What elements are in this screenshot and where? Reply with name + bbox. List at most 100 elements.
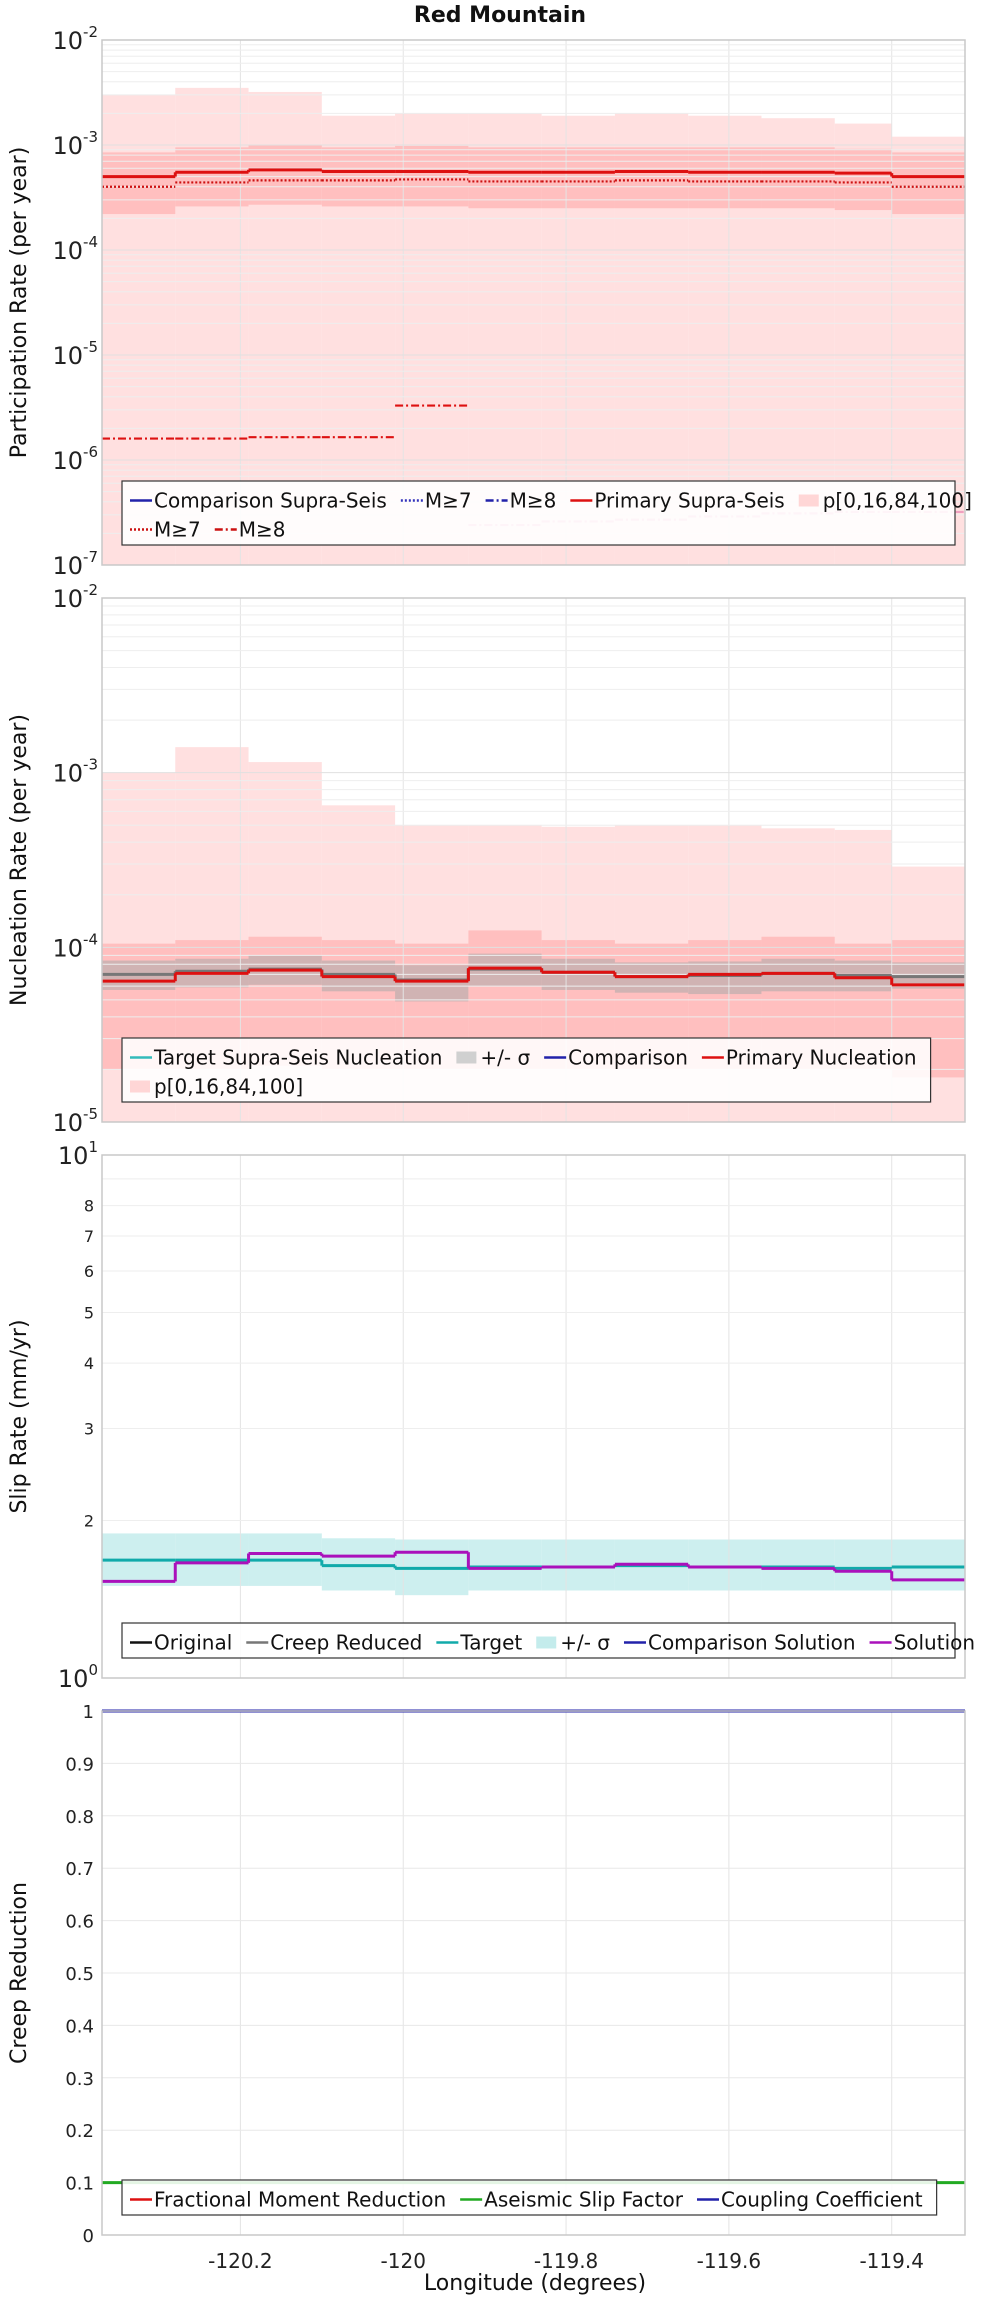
gridlines	[102, 1155, 965, 1679]
legend: Comparison Supra-Seis M≥7 M≥8 Primary Supra…	[121, 480, 972, 546]
legend: Original Creep Reduced Target +/- σ Comparis…	[121, 1622, 975, 1659]
y-tick-label: 10-2	[52, 23, 98, 55]
legend-label: Primary Supra-Seis	[594, 489, 784, 513]
band-segment	[688, 147, 762, 209]
legend: Target Supra-Seis Nucleation +/- σ Compari…	[121, 1037, 932, 1103]
legend-label: p[0,16,84,100]	[154, 1075, 303, 1099]
legend-swatch	[798, 494, 819, 507]
y-minor-tick-label: 2	[84, 1512, 94, 1531]
legend-swatch	[536, 1636, 557, 1649]
legend-label: M≥7	[425, 489, 472, 513]
y-minor-tick-label: 5	[84, 1303, 94, 1322]
legend-label: p[0,16,84,100]	[823, 489, 972, 513]
x-tick-label: -120.2	[208, 2249, 272, 2273]
x-tick-label: -119.6	[697, 2249, 761, 2273]
y-tick-label: 0.9	[65, 1754, 94, 1775]
legend-label: Comparison Supra-Seis	[154, 489, 387, 513]
x-tick-label: -119.8	[534, 2249, 598, 2273]
legend-label: Target Supra-Seis Nucleation	[153, 1046, 442, 1070]
legend-box	[121, 480, 956, 546]
band-segment	[541, 147, 615, 209]
band-segment	[891, 1539, 965, 1591]
legend-label: Aseismic Slip Factor	[484, 2188, 684, 2212]
legend-label: M≥8	[239, 518, 286, 542]
y-tick-label: 0.1	[65, 2174, 94, 2195]
band-segment	[102, 152, 176, 215]
band-segment	[761, 1539, 835, 1591]
legend: Fractional Moment Reduction Aseismic Slip…	[121, 2179, 938, 2216]
legend-box	[121, 1037, 932, 1103]
panel-participation: 10-7 10-6 10-5 10-4 10-3 10-2 Participation Ra…	[7, 23, 972, 580]
band-segment	[248, 145, 322, 205]
y-axis-label: Participation Rate (per year)	[7, 147, 32, 459]
band-segment	[891, 152, 965, 215]
series-solution	[102, 1550, 965, 1583]
y-minor-tick-label: 4	[84, 1354, 94, 1373]
y-tick-label: 1	[83, 1702, 94, 1723]
band-segment	[761, 147, 835, 209]
legend-label: +/- σ	[560, 1631, 610, 1655]
figure-title: Red Mountain	[414, 3, 586, 28]
legend-label: Primary Nucleation	[726, 1046, 917, 1070]
y-tick-label: 101	[58, 1138, 98, 1170]
legend-label: Comparison Solution	[648, 1631, 856, 1655]
series-primary-supra-seis	[102, 168, 965, 179]
panel-nucleation: 10-5 10-4 10-3 10-2 Nucleation Rate (per yea…	[7, 581, 966, 1137]
y-minor-tick-label: 8	[84, 1197, 94, 1216]
y-minor-tick-label: 7	[84, 1227, 94, 1246]
y-tick-label: 10-3	[52, 128, 98, 160]
x-axis-label: Longitude (degrees)	[424, 2271, 646, 2296]
y-tick-label: 10-6	[52, 443, 98, 475]
y-tick-label: 0.8	[65, 1807, 94, 1828]
series-m-8	[102, 404, 469, 440]
y-axis-label: Slip Rate (mm/yr)	[7, 1319, 32, 1513]
y-tick-label: 0.7	[65, 1859, 94, 1880]
legend-swatch	[456, 1051, 477, 1064]
y-tick-label: 0	[83, 2226, 94, 2247]
y-tick-label: 100	[58, 1661, 98, 1693]
y-axis-label: Nucleation Rate (per year)	[7, 714, 32, 1006]
legend-swatch	[130, 1080, 150, 1093]
panel-slip: 100 101 2 3 4 5 6 7 8 Slip Rate (mm/yr) Original Cr…	[7, 1138, 975, 1693]
plot-frame	[101, 39, 966, 566]
y-tick-label: 0.3	[65, 2069, 94, 2090]
y-tick-label: 10-7	[52, 548, 98, 580]
y-axis-label: Creep Reduction	[7, 1882, 32, 2064]
y-tick-label: 10-3	[52, 756, 98, 788]
plot-frame	[101, 1154, 966, 1679]
plot-frame	[101, 597, 966, 1123]
y-minor-tick-label: 3	[84, 1419, 94, 1438]
y-tick-label: 0.4	[65, 2016, 94, 2037]
legend-label: Fractional Moment Reduction	[154, 2188, 446, 2212]
x-tick-label: -120	[381, 2249, 426, 2273]
panel-creep: -120.2 -120 -119.8 -119.6 -119.4 0 0.1 0.2 0.3 0.…	[7, 1702, 966, 2273]
legend-label: Solution	[894, 1631, 975, 1655]
band-segment	[834, 1539, 892, 1591]
y-tick-label: 10-4	[52, 233, 98, 265]
legend-box	[121, 2179, 938, 2216]
legend-label: M≥7	[154, 518, 201, 542]
y-tick-label: 0.2	[65, 2121, 94, 2142]
plot-area	[102, 1155, 965, 1678]
legend-label: Coupling Coefficient	[721, 2188, 923, 2212]
legend-label: +/- σ	[480, 1046, 530, 1070]
series-m-7	[102, 178, 965, 188]
y-tick-label: 10-5	[52, 338, 98, 370]
y-tick-label: 10-2	[52, 581, 98, 613]
band-segment	[614, 147, 689, 209]
band-segment	[688, 1539, 762, 1591]
legend-label: Target	[459, 1631, 522, 1655]
x-tick-label: -119.4	[859, 2249, 923, 2273]
band-segment	[541, 1539, 615, 1591]
band-segment	[688, 961, 762, 995]
legend-label: M≥8	[510, 489, 557, 513]
band-segment	[395, 965, 469, 1002]
y-minor-tick-label: 6	[84, 1262, 94, 1281]
y-tick-label: 10-4	[52, 930, 98, 962]
band-segment	[834, 148, 892, 211]
plot-frame	[101, 1710, 966, 2236]
legend-label: Creep Reduced	[270, 1631, 422, 1655]
band-segment	[468, 1539, 542, 1591]
band-segment	[468, 147, 542, 209]
